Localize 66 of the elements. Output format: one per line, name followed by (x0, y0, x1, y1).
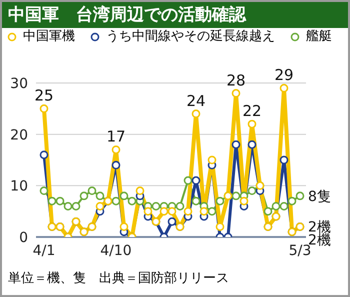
point (48, 196, 56, 206)
point (264, 207, 272, 216)
point (80, 192, 88, 200)
point (272, 202, 280, 210)
point (168, 217, 176, 226)
x-tick-label: 4/1 (32, 242, 56, 259)
point (280, 202, 288, 210)
legend-label: 艦艇 (306, 29, 332, 44)
point (168, 207, 176, 216)
point (144, 207, 152, 216)
point (232, 140, 240, 149)
point (160, 207, 168, 216)
legend-label: 中国軍機 (23, 29, 75, 44)
data-label: 24 (186, 92, 206, 110)
point (112, 160, 120, 170)
point (120, 222, 128, 231)
point (280, 84, 288, 92)
data-label: 28 (226, 71, 246, 90)
point (184, 207, 192, 216)
point (72, 202, 80, 210)
point (40, 186, 48, 196)
point (248, 186, 256, 196)
point (248, 140, 256, 149)
y-tick-label: 20 (10, 127, 28, 144)
point (200, 207, 208, 216)
point (120, 192, 128, 200)
point (216, 222, 224, 231)
point (192, 196, 200, 206)
point (64, 202, 72, 210)
point (56, 196, 64, 206)
point (128, 196, 136, 206)
point (248, 120, 256, 128)
point (112, 145, 120, 154)
annotation: 8隻 (308, 188, 331, 205)
point (136, 186, 144, 196)
chart-title: 中国軍 台湾周辺での活動確認 (2, 2, 348, 28)
point (192, 176, 200, 185)
point (232, 192, 240, 200)
point (40, 104, 48, 113)
data-label: 25 (34, 86, 54, 105)
point (184, 176, 192, 185)
point (208, 207, 216, 216)
point (88, 186, 96, 196)
data-label: 22 (242, 102, 262, 120)
point (288, 196, 296, 206)
point (96, 202, 104, 210)
data-label: 17 (106, 128, 126, 146)
point (192, 110, 200, 118)
legend-label: うち中間線やその延長線越え (106, 29, 275, 44)
point (240, 196, 248, 206)
point (216, 196, 224, 206)
point (232, 89, 240, 98)
point (280, 156, 288, 164)
point (96, 192, 104, 200)
x-tick-label: 4/10 (100, 242, 132, 259)
point (40, 150, 48, 160)
point (176, 202, 184, 210)
point (152, 202, 160, 210)
y-tick-label: 10 (10, 178, 28, 195)
y-tick-label: 0 (19, 230, 28, 246)
point (208, 156, 216, 164)
point (296, 192, 304, 200)
y-tick-label: 30 (10, 76, 28, 92)
point (112, 196, 120, 206)
data-label: 29 (274, 66, 294, 84)
text: 単位＝機、隻 出典＝国防部リリース (8, 270, 229, 287)
